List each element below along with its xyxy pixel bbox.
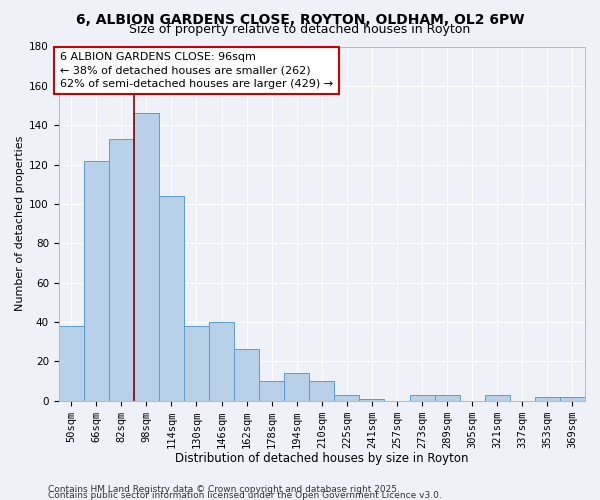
Bar [284,373,309,400]
Bar [410,394,434,400]
Bar [535,396,560,400]
Text: 6, ALBION GARDENS CLOSE, ROYTON, OLDHAM, OL2 6PW: 6, ALBION GARDENS CLOSE, ROYTON, OLDHAM,… [76,12,524,26]
Bar [184,326,209,400]
Text: Size of property relative to detached houses in Royton: Size of property relative to detached ho… [130,22,470,36]
Bar [84,160,109,400]
X-axis label: Distribution of detached houses by size in Royton: Distribution of detached houses by size … [175,452,469,465]
Bar [560,396,585,400]
Y-axis label: Number of detached properties: Number of detached properties [15,136,25,311]
Bar [159,196,184,400]
Bar [209,322,234,400]
Text: Contains HM Land Registry data © Crown copyright and database right 2025.: Contains HM Land Registry data © Crown c… [48,486,400,494]
Bar [134,114,159,401]
Bar [434,394,460,400]
Bar [109,139,134,400]
Text: Contains public sector information licensed under the Open Government Licence v3: Contains public sector information licen… [48,492,442,500]
Bar [59,326,84,400]
Bar [359,398,385,400]
Bar [334,394,359,400]
Bar [234,350,259,401]
Bar [259,381,284,400]
Bar [309,381,334,400]
Bar [485,394,510,400]
Text: 6 ALBION GARDENS CLOSE: 96sqm
← 38% of detached houses are smaller (262)
62% of : 6 ALBION GARDENS CLOSE: 96sqm ← 38% of d… [60,52,333,89]
